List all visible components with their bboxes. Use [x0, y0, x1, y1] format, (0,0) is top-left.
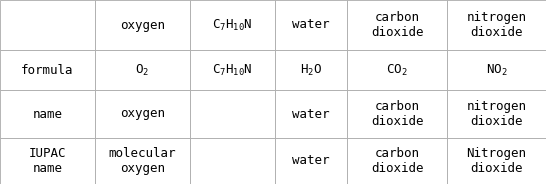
- Bar: [347, 50, 447, 90]
- Bar: [190, 138, 275, 184]
- Text: name: name: [33, 107, 62, 121]
- Bar: [275, 138, 347, 184]
- Bar: [0, 0, 95, 50]
- Text: molecular
oxygen: molecular oxygen: [109, 147, 176, 175]
- Text: $\mathdefault{C_7H_{10}N}$: $\mathdefault{C_7H_{10}N}$: [212, 17, 253, 33]
- Text: $\mathdefault{H_2O}$: $\mathdefault{H_2O}$: [300, 62, 322, 77]
- Bar: [447, 138, 546, 184]
- Text: formula: formula: [21, 63, 74, 77]
- Text: $\mathdefault{O_2}$: $\mathdefault{O_2}$: [135, 62, 150, 77]
- Bar: [95, 90, 190, 138]
- Text: carbon
dioxide: carbon dioxide: [371, 11, 423, 39]
- Text: water: water: [292, 155, 330, 167]
- Text: nitrogen
dioxide: nitrogen dioxide: [466, 11, 526, 39]
- Text: water: water: [292, 19, 330, 31]
- Bar: [190, 90, 275, 138]
- Bar: [347, 90, 447, 138]
- Text: Nitrogen
dioxide: Nitrogen dioxide: [466, 147, 526, 175]
- Bar: [275, 0, 347, 50]
- Bar: [95, 138, 190, 184]
- Bar: [95, 50, 190, 90]
- Bar: [447, 0, 546, 50]
- Text: nitrogen
dioxide: nitrogen dioxide: [466, 100, 526, 128]
- Bar: [95, 0, 190, 50]
- Bar: [447, 90, 546, 138]
- Bar: [347, 0, 447, 50]
- Text: $\mathdefault{CO_2}$: $\mathdefault{CO_2}$: [386, 62, 408, 77]
- Bar: [0, 90, 95, 138]
- Text: oxygen: oxygen: [120, 19, 165, 31]
- Bar: [0, 138, 95, 184]
- Bar: [275, 90, 347, 138]
- Bar: [0, 50, 95, 90]
- Text: oxygen: oxygen: [120, 107, 165, 121]
- Text: carbon
dioxide: carbon dioxide: [371, 147, 423, 175]
- Bar: [275, 50, 347, 90]
- Text: $\mathdefault{NO_2}$: $\mathdefault{NO_2}$: [485, 62, 507, 77]
- Bar: [190, 0, 275, 50]
- Text: IUPAC
name: IUPAC name: [29, 147, 66, 175]
- Text: $\mathdefault{C_7H_{10}N}$: $\mathdefault{C_7H_{10}N}$: [212, 62, 253, 77]
- Bar: [447, 50, 546, 90]
- Text: carbon
dioxide: carbon dioxide: [371, 100, 423, 128]
- Text: water: water: [292, 107, 330, 121]
- Bar: [190, 50, 275, 90]
- Bar: [347, 138, 447, 184]
